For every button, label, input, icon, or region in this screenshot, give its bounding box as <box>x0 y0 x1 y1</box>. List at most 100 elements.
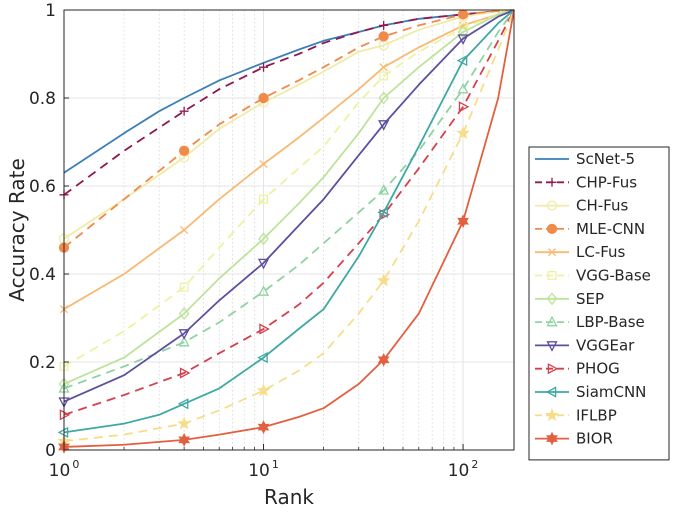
legend-label: VGG-Base <box>576 267 651 285</box>
legend-item-scnet-5: ScNet-5 <box>535 150 635 168</box>
x-tick-label: 10 0 <box>49 458 80 481</box>
data-point-siamcnn <box>57 426 69 438</box>
data-point-vgg-base <box>259 194 269 204</box>
legend-marker-siamcnn <box>545 386 557 398</box>
data-point-sep <box>178 307 190 321</box>
data-point-iflbp <box>456 125 470 140</box>
data-point-vggear <box>257 258 270 270</box>
data-point-lbp-base <box>378 184 390 195</box>
data-point-phog <box>458 101 470 113</box>
data-point-lc-fus <box>259 159 268 169</box>
legend-label: PHOG <box>576 360 620 378</box>
legend-label: IFLBP <box>576 406 617 424</box>
legend-item-lc-fus: LC-Fus <box>535 243 626 261</box>
x-tick-label: 10 1 <box>248 458 279 481</box>
data-point-bior <box>377 352 390 367</box>
data-point-lbp-base <box>257 285 270 296</box>
y-tick-label: 1 <box>45 1 56 21</box>
data-point-vgg-base <box>379 71 389 81</box>
data-point-chp-fus <box>379 20 389 30</box>
legend-label: CH-Fus <box>576 197 628 215</box>
data-point-iflbp <box>256 383 271 397</box>
legend-item-siamcnn: SiamCNN <box>535 383 646 401</box>
data-point-chp-fus <box>179 106 189 116</box>
data-point-mle-cnn <box>258 92 269 104</box>
series-line-sep <box>63 9 515 385</box>
legend-marker-ch-fus <box>546 200 558 211</box>
data-point-siamcnn <box>377 206 388 218</box>
data-point-lbp-base <box>457 82 469 94</box>
legend-label: BIOR <box>576 430 613 448</box>
legend-item-phog: PHOG <box>535 360 620 378</box>
data-point-lbp-base <box>178 335 190 347</box>
legend-marker-vggear <box>546 341 558 352</box>
data-point-phog <box>259 323 270 335</box>
data-point-chp-fus <box>259 62 269 72</box>
series-mle-cnn <box>58 9 515 253</box>
y-tick-label: 0.2 <box>29 353 56 373</box>
x-tick-label: 10 2 <box>448 458 479 481</box>
legend: ScNet-5 CHP-Fus CH-Fus MLE-CNN LC-Fus VGG-Bas… <box>528 146 670 461</box>
data-point-vggear <box>378 120 390 131</box>
y-axis-label: Accuracy Rate <box>5 158 29 302</box>
legend-marker-phog <box>547 363 559 375</box>
legend-item-bior: BIOR <box>535 430 613 448</box>
series-line-phog <box>63 9 515 416</box>
data-point-vgg-base <box>179 282 189 292</box>
legend-item-sep: SEP <box>535 290 604 308</box>
legend-item-mle-cnn: MLE-CNN <box>535 220 645 238</box>
data-point-mle-cnn <box>178 145 190 156</box>
series-line-vggear <box>63 9 515 403</box>
series-line-lbp-base <box>63 9 515 390</box>
legend-item-chp-fus: CHP-Fus <box>535 173 637 191</box>
data-point-vggear <box>457 34 469 45</box>
data-point-lc-fus <box>459 21 468 30</box>
series-siamcnn <box>57 9 515 438</box>
legend-label: CHP-Fus <box>576 173 637 191</box>
legend-item-iflbp: IFLBP <box>535 406 617 424</box>
data-point-iflbp <box>376 273 391 287</box>
data-point-mle-cnn <box>378 31 389 42</box>
y-tick-label: 0.8 <box>29 89 56 109</box>
legend-marker-iflbp <box>545 408 559 422</box>
data-point-lc-fus <box>379 63 388 72</box>
series-vggear <box>58 9 515 408</box>
data-point-siamcnn <box>456 55 468 67</box>
legend-label: MLE-CNN <box>576 220 645 238</box>
legend-marker-lc-fus <box>547 248 557 257</box>
plot-frame <box>63 9 515 451</box>
x-axis-label: Rank <box>264 485 314 509</box>
data-point-siamcnn <box>257 352 268 364</box>
y-tick-label: 0.4 <box>29 265 56 285</box>
series-iflbp <box>57 9 515 448</box>
data-point-sep <box>457 25 469 39</box>
data-point-bior <box>257 420 270 434</box>
data-point-phog <box>179 367 191 379</box>
legend-marker-mle-cnn <box>546 223 558 235</box>
y-tick-label: 0 <box>45 441 56 461</box>
legend-marker-sep <box>546 292 558 306</box>
legend-marker-bior <box>546 431 558 446</box>
data-point-siamcnn <box>177 398 189 410</box>
data-point-vggear <box>178 329 190 340</box>
data-point-sep <box>258 232 269 246</box>
data-point-phog <box>59 409 71 421</box>
legend-label: SEP <box>576 290 604 308</box>
legend-label: LC-Fus <box>576 243 626 261</box>
legend-label: SiamCNN <box>576 383 646 401</box>
data-point-bior <box>457 214 469 229</box>
series-bior <box>58 9 515 454</box>
legend-item-lbp-base: LBP-Base <box>535 313 645 331</box>
legend-label: ScNet-5 <box>576 150 635 168</box>
legend-marker-vgg-base <box>547 271 557 280</box>
data-point-bior <box>178 433 191 447</box>
legend-item-vgg-base: VGG-Base <box>535 267 651 285</box>
series-layer <box>57 9 515 454</box>
axis-ticks: 0 0.2 0.4 0.6 0.8 1 10 0 10 1 10 2 <box>29 1 478 481</box>
series-line-siamcnn <box>63 9 515 434</box>
legend-marker-lbp-base <box>546 315 558 327</box>
y-tick-label: 0.6 <box>29 177 56 197</box>
data-point-sep <box>378 91 390 105</box>
series-line-chp-fus <box>63 9 515 196</box>
